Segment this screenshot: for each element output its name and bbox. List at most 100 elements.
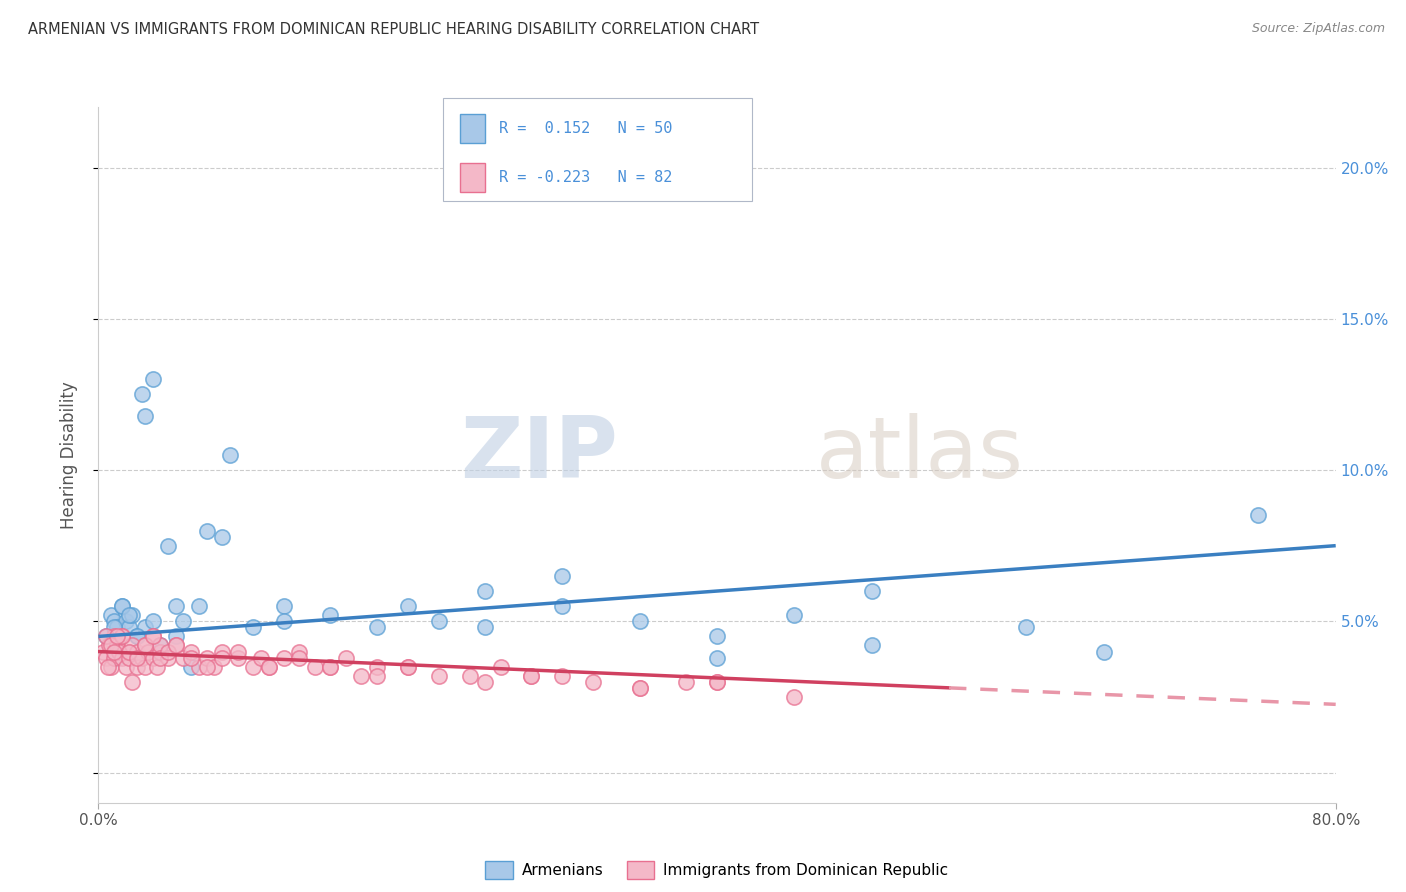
Point <box>100 608 122 623</box>
Point <box>107 644 129 658</box>
Point <box>180 650 202 665</box>
Point <box>366 659 388 673</box>
Point <box>860 584 883 599</box>
Point <box>304 659 326 673</box>
Point <box>142 650 165 665</box>
Point <box>97 659 120 673</box>
Point <box>180 659 202 673</box>
Point <box>149 650 172 665</box>
Point <box>1092 644 1115 658</box>
Point <box>427 615 450 629</box>
Point <box>105 629 128 643</box>
Text: R =  0.152   N = 50: R = 0.152 N = 50 <box>499 121 672 136</box>
Point <box>127 629 149 643</box>
Point <box>111 599 134 614</box>
Point <box>288 650 311 665</box>
Point <box>115 615 138 629</box>
Point <box>127 644 149 658</box>
Point <box>396 659 419 673</box>
Text: Source: ZipAtlas.com: Source: ZipAtlas.com <box>1251 22 1385 36</box>
Point <box>335 650 357 665</box>
Point <box>165 629 187 643</box>
Point <box>134 620 156 634</box>
Point <box>427 669 450 683</box>
Point <box>396 599 419 614</box>
Point <box>273 599 295 614</box>
Point <box>100 659 122 673</box>
Text: R = -0.223   N = 82: R = -0.223 N = 82 <box>499 170 672 185</box>
Point <box>551 569 574 583</box>
Point <box>103 644 125 658</box>
Point <box>111 650 134 665</box>
Point <box>111 599 134 614</box>
Point <box>319 608 342 623</box>
Point <box>98 639 121 653</box>
Point <box>157 650 180 665</box>
Point <box>288 644 311 658</box>
Point <box>157 644 180 658</box>
Point <box>242 620 264 634</box>
Point <box>188 599 211 614</box>
Point <box>136 644 159 658</box>
Point <box>675 674 697 689</box>
Point <box>173 615 195 629</box>
Point <box>188 659 211 673</box>
Point <box>628 681 651 695</box>
Point <box>118 650 141 665</box>
Point <box>118 608 141 623</box>
Point <box>149 639 172 653</box>
Point <box>474 674 496 689</box>
Point <box>134 659 156 673</box>
Point <box>706 674 728 689</box>
Point <box>195 659 218 673</box>
Point <box>142 372 165 386</box>
Point <box>149 644 172 658</box>
Point <box>165 639 187 653</box>
Point <box>520 669 543 683</box>
Point <box>474 620 496 634</box>
Point <box>142 629 165 643</box>
Point <box>582 674 605 689</box>
Point <box>127 650 149 665</box>
Point <box>474 584 496 599</box>
Point <box>551 599 574 614</box>
Point <box>103 650 125 665</box>
Point <box>157 539 180 553</box>
Point <box>111 629 134 643</box>
Point <box>96 629 118 643</box>
Point <box>118 644 141 658</box>
Point <box>121 608 143 623</box>
Point <box>860 639 883 653</box>
Point <box>105 639 128 653</box>
Text: ARMENIAN VS IMMIGRANTS FROM DOMINICAN REPUBLIC HEARING DISABILITY CORRELATION CH: ARMENIAN VS IMMIGRANTS FROM DOMINICAN RE… <box>28 22 759 37</box>
Point <box>219 448 242 462</box>
Point <box>242 659 264 673</box>
Point <box>783 608 806 623</box>
Point <box>105 620 128 634</box>
Point <box>350 669 373 683</box>
Point <box>173 650 195 665</box>
Point <box>706 674 728 689</box>
Point <box>273 615 295 629</box>
Point <box>783 690 806 704</box>
Point <box>100 639 122 653</box>
Point <box>105 650 128 665</box>
Legend: Armenians, Immigrants from Dominican Republic: Armenians, Immigrants from Dominican Rep… <box>479 855 955 886</box>
Point <box>180 644 202 658</box>
Point <box>319 659 342 673</box>
Point <box>273 650 295 665</box>
Point <box>211 530 233 544</box>
Point <box>91 644 114 658</box>
Point <box>706 650 728 665</box>
Point <box>103 620 125 634</box>
Point <box>1247 508 1270 523</box>
Point <box>257 659 280 673</box>
Point <box>165 599 187 614</box>
Point <box>131 387 153 401</box>
Point <box>96 650 118 665</box>
Text: ZIP: ZIP <box>460 413 619 497</box>
Point <box>142 615 165 629</box>
Point <box>458 669 481 683</box>
Point <box>520 669 543 683</box>
Point <box>149 644 172 658</box>
